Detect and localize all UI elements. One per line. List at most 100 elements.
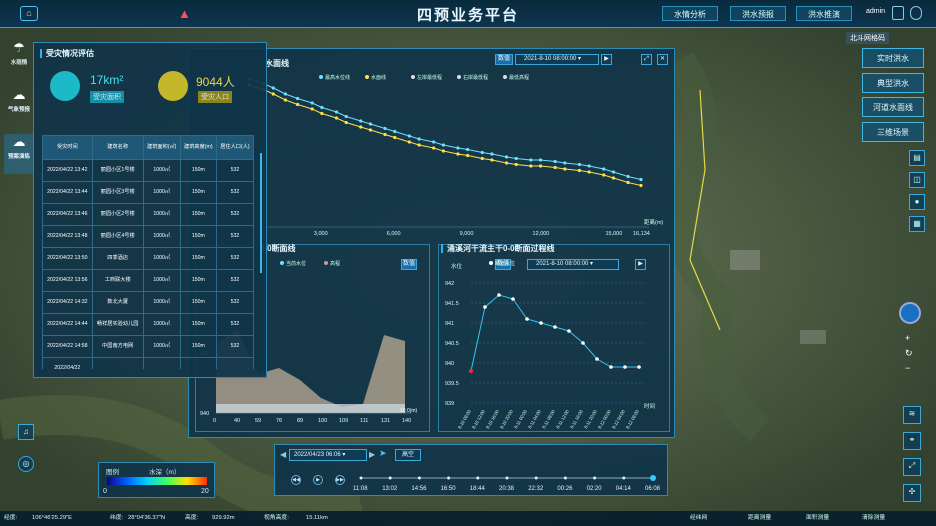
data-point [310, 107, 314, 111]
play-button[interactable]: ▶ [601, 54, 612, 65]
disaster-table-wrap[interactable]: 受灾时间 建筑名称 建筑面积(㎡) 建筑高度(m) 居住人口(人) 2022/04/22 … [42, 135, 258, 369]
nav-drill[interactable]: ☁ 预案演练 [4, 134, 34, 174]
table-scrollbar[interactable] [260, 153, 262, 273]
altitude-button[interactable]: 高空 [395, 449, 421, 461]
table-cell: 1000㎡ [142, 247, 181, 270]
tool-grid[interactable]: 经纬网 [690, 515, 708, 521]
data-point [480, 156, 484, 161]
nav-rain[interactable]: ☂ 水雨情 [4, 40, 34, 80]
process-date-select[interactable]: 2021-8-10 08:00:00 ▾ [527, 259, 619, 270]
process-tag[interactable]: 数值 [495, 259, 511, 270]
layers-icon[interactable]: ≋ [903, 406, 921, 424]
data-point [407, 134, 411, 138]
play-button[interactable]: ▶ [313, 475, 323, 485]
timeline-track[interactable]: 11:08 13:02 14:56 16:50 18:44 20:38 22:32 00:26… [353, 471, 669, 497]
zoom-in-icon[interactable]: + [905, 333, 911, 343]
data-point [334, 116, 339, 120]
tool-clear[interactable]: 清除测量 [862, 515, 886, 521]
compass-icon[interactable] [899, 302, 921, 324]
table-row[interactable]: 2022/04/22 13:48 丽园小区4号楼 1000㎡ 150m 532 [42, 225, 255, 248]
profile-tag[interactable]: 数值 [495, 54, 513, 65]
warning-icon[interactable]: ▲ [178, 6, 191, 21]
table-row[interactable]: 2022/04/22 14:58 中国南方电网 1000㎡ 150m 532 [42, 335, 255, 358]
next-icon[interactable]: ▶ [369, 450, 376, 459]
x-tick-label: 8-11 08:00 [541, 409, 556, 430]
table-row[interactable]: 2022/04/22 [42, 357, 255, 369]
legend-marker [324, 261, 328, 265]
data-point [587, 170, 591, 174]
tab-water-analysis[interactable]: 水情分析 [662, 6, 718, 21]
table-cell: 丽园小区3号楼 [91, 181, 144, 204]
nav-weather[interactable]: ☁ 气象预报 [4, 87, 34, 127]
timeline-tick: 22:32 [528, 486, 544, 492]
btn-typical-flood[interactable]: 典型洪水 [862, 73, 924, 93]
x-tick-label: 8-10 08:00 [457, 409, 472, 430]
x-tick-label: 6,000 [387, 231, 401, 237]
data-point [468, 368, 474, 374]
measure-icon[interactable]: ◫ [909, 172, 925, 188]
send-icon[interactable]: ➤ [379, 448, 387, 458]
map-grid-label: 北斗网格码 [846, 32, 889, 44]
btn-3d-scene[interactable]: 三维场景 [862, 122, 924, 142]
series-line-1 [248, 84, 642, 186]
table-cell: 丽园小区4号楼 [91, 225, 144, 248]
data-point [441, 143, 445, 147]
data-point [407, 140, 411, 144]
image-icon[interactable]: ▦ [909, 216, 925, 232]
data-point [417, 143, 421, 147]
table-cell [179, 357, 217, 369]
prev-icon[interactable]: ◀ [280, 450, 287, 459]
home-icon[interactable]: ⌂ [20, 6, 38, 21]
btn-realtime-flood[interactable]: 实时洪水 [862, 48, 924, 68]
data-point [563, 161, 567, 165]
data-point [553, 159, 557, 164]
table-row[interactable]: 2022/04/22 13:42 丽园小区1号楼 1000㎡ 150m 532 [42, 159, 255, 182]
tab-flood-deduction[interactable]: 洪水推演 [796, 6, 852, 21]
table-row[interactable]: 2022/04/22 13:56 工商联大楼 1000㎡ 150m 532 [42, 269, 255, 292]
rewind-button[interactable]: ◀◀ [291, 475, 301, 485]
table-row[interactable]: 2022/04/22 13:46 丽园小区2号楼 1000㎡ 150m 532 [42, 203, 255, 226]
table-cell: 150m [179, 291, 217, 314]
process-ylabel: 水位 [451, 262, 463, 270]
data-point [563, 167, 567, 171]
link-icon[interactable]: ⚭ [903, 432, 921, 450]
table-row[interactable]: 2022/04/22 14:32 数北大厦 1000㎡ 150m 532 [42, 291, 255, 314]
water-area [216, 404, 405, 413]
timeline-date[interactable]: 2022/04/23 06:06 ▾ [289, 449, 367, 461]
legend-label: 最低高程 [509, 74, 529, 81]
top-bar: ⌂ ▲ 四预业务平台 水情分析 洪水预报 洪水推演 admin [0, 0, 936, 28]
fullscreen-icon[interactable]: ⤢ [903, 458, 921, 476]
data-point [538, 164, 543, 168]
tools-icon[interactable]: ✣ [903, 484, 921, 502]
user-icon[interactable] [910, 6, 922, 20]
zoom-out-icon[interactable]: − [905, 363, 911, 373]
tool-distance[interactable]: 距离测量 [748, 515, 772, 521]
tab-flood-forecast[interactable]: 洪水预报 [730, 6, 786, 21]
rotate-icon[interactable]: ↻ [905, 348, 913, 358]
forward-button[interactable]: ▶▶ [335, 475, 345, 485]
table-row[interactable]: 2022/04/22 13:44 丽园小区3号楼 1000㎡ 150m 532 [42, 181, 255, 204]
timeline-tick: 14:56 [411, 486, 427, 492]
profile-chart: 最高水位线 水面线 左岸最低程 右岸最低程 最低高程 3,000 6,000 9,000 12… [189, 74, 663, 237]
table-row[interactable]: 2022/04/22 13:50 四季酒店 1000㎡ 150m 532 [42, 247, 255, 270]
data-point [271, 92, 275, 96]
section-tag[interactable]: 数值 [401, 259, 417, 270]
data-point [466, 147, 470, 152]
btn-river-profile[interactable]: 河道水面线 [862, 97, 924, 117]
alarm-icon[interactable]: ♫ [18, 424, 34, 440]
layer-icon[interactable]: ▤ [909, 150, 925, 166]
profile-date-select[interactable]: 2021-8-10 08:00:00 ▾ [515, 54, 599, 65]
table-cell: 2022/04/22 14:44 [42, 313, 93, 336]
table-row[interactable]: 2022/04/22 14:44 畅祥居实验幼儿园 1000㎡ 150m 532 [42, 313, 255, 336]
expand-icon[interactable]: ⤢ [641, 54, 652, 65]
locate-icon[interactable]: ◎ [18, 456, 34, 472]
close-icon[interactable]: ✕ [657, 54, 668, 65]
data-point [514, 156, 518, 161]
clipboard-icon[interactable] [892, 6, 904, 20]
tool-area[interactable]: 面积测量 [806, 515, 830, 521]
data-point [553, 325, 557, 329]
process-play-button[interactable]: ▶ [635, 259, 646, 270]
legend-label: 左岸最低程 [417, 74, 442, 81]
globe-icon[interactable]: ● [909, 194, 925, 210]
username[interactable]: admin [866, 8, 886, 15]
